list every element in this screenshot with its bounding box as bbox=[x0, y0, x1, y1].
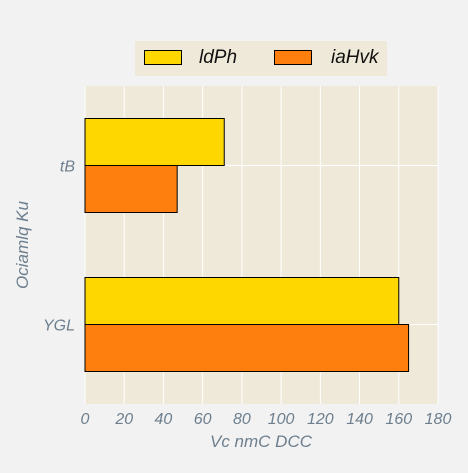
legend: ldPh iaHvk bbox=[135, 41, 387, 76]
x-tick-label: 60 bbox=[194, 411, 212, 428]
bar bbox=[84, 277, 400, 325]
legend-label-ldph: ldPh bbox=[199, 47, 238, 68]
legend-swatch-ldph bbox=[144, 50, 182, 65]
x-tick-label: 140 bbox=[346, 411, 373, 428]
x-tick-label: 20 bbox=[114, 411, 133, 428]
legend-swatch-iahvk bbox=[274, 50, 312, 65]
x-tick-label: 160 bbox=[385, 411, 412, 428]
x-tick-label: 100 bbox=[268, 411, 295, 428]
y-axis-label: Ociamlq Ku bbox=[13, 201, 32, 289]
x-tick-label: 0 bbox=[81, 411, 90, 428]
x-axis-label: Vc nmC DCC bbox=[210, 432, 313, 451]
axis-ticks: 0 20 40 60 80 100 120 140 160 180 tB YGL bbox=[43, 159, 451, 429]
y-tick-label: YGL bbox=[43, 318, 75, 335]
x-tick-label: 120 bbox=[307, 411, 334, 428]
x-tick-label: 40 bbox=[155, 411, 173, 428]
x-tick-label: 80 bbox=[233, 411, 251, 428]
legend-label-iahvk: iaHvk bbox=[331, 47, 379, 68]
bars bbox=[84, 118, 410, 372]
bar bbox=[84, 118, 225, 166]
x-tick-label: 180 bbox=[425, 411, 452, 428]
bar bbox=[84, 324, 410, 372]
y-tick-label: tB bbox=[60, 159, 75, 176]
bar bbox=[84, 165, 178, 213]
